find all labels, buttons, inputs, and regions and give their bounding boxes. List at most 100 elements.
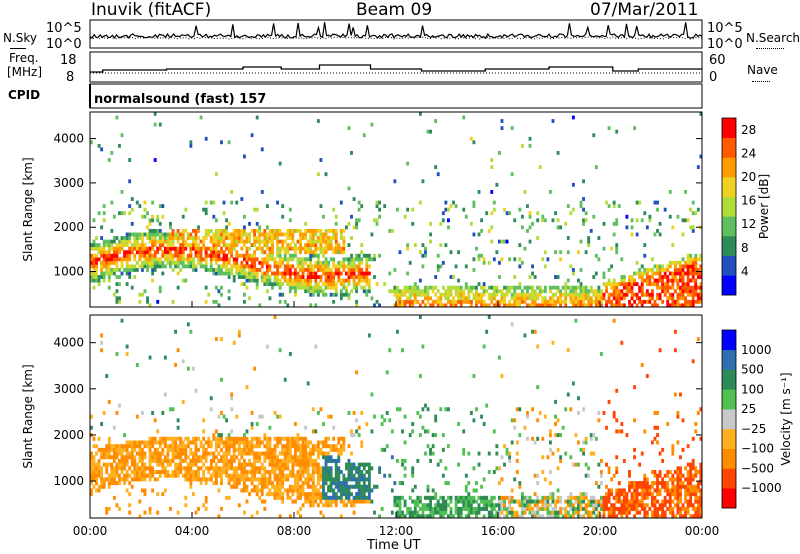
- heatmap-cell: [628, 278, 631, 283]
- heatmap-cell: [452, 299, 455, 304]
- heatmap-cell: [661, 514, 665, 519]
- heatmap-cell: [602, 221, 606, 226]
- heatmap-cell: [582, 296, 585, 301]
- heatmap-cell: [281, 477, 285, 482]
- heatmap-cell: [383, 473, 387, 478]
- heatmap-cell: [699, 488, 703, 493]
- heatmap-cell: [615, 429, 619, 434]
- heatmap-cell: [355, 264, 359, 269]
- heatmap-cell: [245, 444, 249, 449]
- heatmap-cell: [365, 422, 369, 427]
- heatmap-cell: [536, 385, 540, 390]
- heatmap-cell: [444, 207, 448, 212]
- heatmap-cell: [436, 503, 440, 508]
- heatmap-cell: [220, 271, 223, 276]
- heatmap-cell: [214, 455, 218, 460]
- heatmap-cell: [309, 289, 313, 294]
- heatmap-cell: [123, 455, 126, 460]
- heatmap-cell: [250, 436, 254, 441]
- heatmap-cell: [334, 271, 338, 276]
- heatmap-cell: [329, 246, 333, 251]
- heatmap-cell: [528, 296, 532, 301]
- heatmap-cell: [204, 466, 208, 471]
- heatmap-cell: [304, 260, 308, 265]
- heatmap-cell: [612, 510, 616, 515]
- heatmap-cell: [605, 503, 608, 508]
- heatmap-cell: [536, 499, 540, 504]
- heatmap-cell: [577, 462, 580, 467]
- heatmap-cell: [217, 229, 221, 233]
- heatmap-cell: [138, 473, 142, 478]
- heatmap-cell: [204, 136, 208, 141]
- heatmap-cell: [699, 257, 703, 262]
- heatmap-cell: [332, 499, 336, 504]
- heatmap-cell: [316, 481, 320, 486]
- heatmap-cell: [156, 232, 160, 237]
- heatmap-cell: [694, 473, 698, 478]
- heatmap-cell: [324, 477, 328, 482]
- heatmap-cell: [602, 292, 606, 297]
- heatmap-cell: [615, 506, 619, 511]
- heatmap-cell: [97, 246, 101, 251]
- heatmap-cell: [582, 492, 585, 497]
- heatmap-cell: [146, 268, 149, 272]
- heatmap-cell: [225, 473, 228, 478]
- heatmap-cell: [645, 275, 649, 279]
- heatmap-cell: [696, 495, 700, 500]
- cpid-panel-frame: [89, 83, 703, 109]
- heatmap-cell: [135, 477, 139, 482]
- heatmap-cell: [186, 253, 190, 258]
- heatmap-cell: [426, 484, 430, 489]
- heatmap-cell: [273, 264, 277, 269]
- heatmap-cell: [671, 514, 675, 519]
- heatmap-cell: [186, 232, 190, 237]
- heatmap-cell: [153, 447, 157, 452]
- heatmap-cell: [357, 275, 361, 279]
- heatmap-cell: [174, 246, 177, 251]
- heatmap-cell: [482, 499, 486, 504]
- heatmap-cell: [92, 444, 96, 449]
- heatmap-cell: [243, 488, 246, 493]
- heatmap-cell: [138, 253, 142, 258]
- heatmap-cell: [158, 451, 162, 456]
- heatmap-cell: [656, 271, 659, 276]
- heatmap-cell: [421, 289, 425, 294]
- heatmap-cell: [243, 466, 246, 471]
- heatmap-cell: [107, 253, 111, 258]
- heatmap-cell: [209, 268, 213, 272]
- heatmap-cell: [214, 473, 218, 478]
- heatmap-cell: [163, 466, 167, 471]
- heatmap-cell: [679, 275, 682, 279]
- heatmap-cell: [518, 299, 522, 304]
- heatmap-cell: [143, 246, 147, 251]
- heatmap-cell: [232, 447, 236, 452]
- heatmap-cell: [202, 503, 206, 508]
- heatmap-cell: [564, 221, 568, 226]
- heatmap-cell: [416, 292, 420, 297]
- heatmap-cell: [689, 477, 693, 482]
- heatmap-cell: [615, 243, 619, 248]
- heatmap-cell: [158, 260, 162, 265]
- heatmap-cell: [689, 257, 693, 262]
- heatmap-cell: [360, 278, 364, 283]
- heatmap-cell: [694, 422, 698, 427]
- heatmap-cell: [334, 470, 338, 475]
- heatmap-cell: [301, 236, 305, 240]
- heatmap-cell: [250, 253, 254, 258]
- heatmap-cell: [571, 514, 575, 519]
- heatmap-cell: [424, 253, 427, 258]
- heatmap-cell: [161, 466, 165, 471]
- heatmap-cell: [115, 253, 119, 258]
- heatmap-cell: [250, 488, 254, 493]
- heatmap-cell: [288, 278, 292, 283]
- heatmap-cell: [283, 458, 287, 463]
- heatmap-cell: [314, 444, 318, 449]
- heatmap-cell: [337, 495, 341, 500]
- heatmap-cell: [605, 492, 608, 497]
- heatmap-cell: [579, 506, 583, 511]
- heatmap-cell: [207, 440, 211, 445]
- heatmap-cell: [148, 440, 152, 445]
- heatmap-cell: [668, 506, 672, 511]
- heatmap-cell: [118, 447, 121, 452]
- heatmap-cell: [686, 499, 690, 504]
